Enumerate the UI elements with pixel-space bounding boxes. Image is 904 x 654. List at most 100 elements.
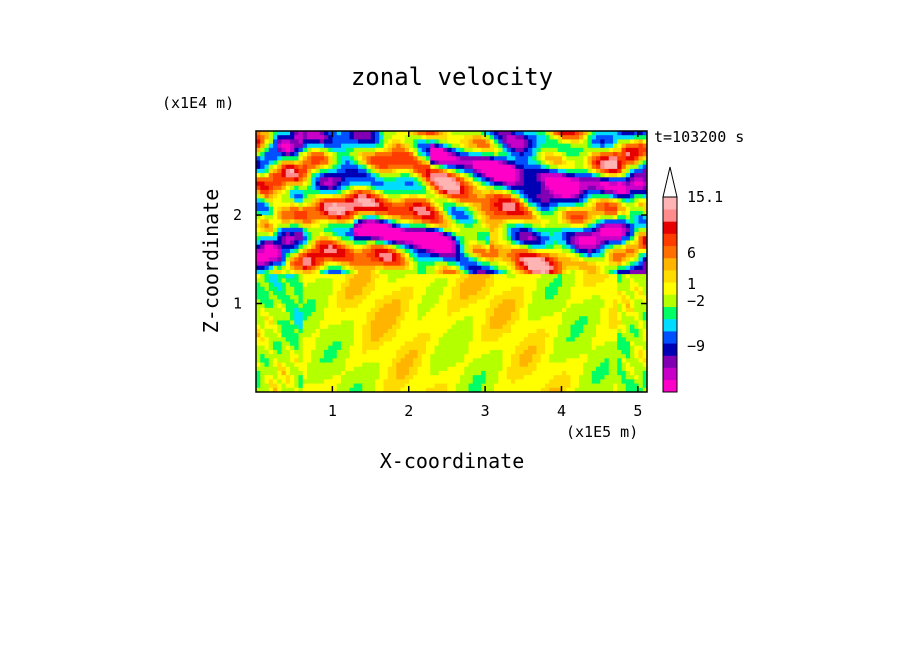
field-cell (642, 227, 647, 233)
field-cell (256, 274, 261, 279)
field-cell (566, 278, 571, 283)
field-cell (417, 223, 423, 229)
field-cell (532, 265, 537, 271)
field-cell (264, 337, 270, 342)
field-cell (256, 265, 261, 271)
field-cell (638, 156, 644, 161)
field-cell (434, 135, 440, 140)
field-cell (345, 143, 350, 149)
field-cell (540, 240, 546, 246)
field-cell (528, 257, 533, 262)
field-cell (523, 181, 529, 187)
field-cell (417, 324, 423, 330)
field-cell (477, 143, 482, 149)
field-cell (562, 282, 567, 288)
field-cell (290, 341, 295, 347)
field-cell (515, 282, 520, 288)
field-cell (532, 147, 537, 153)
field-cell (421, 206, 427, 212)
field-cell (421, 152, 427, 157)
field-cell (566, 354, 571, 359)
field-cell (392, 177, 397, 182)
field-cell (562, 354, 567, 359)
field-cell (600, 312, 605, 317)
field-cell (519, 337, 525, 342)
field-cell (625, 312, 631, 317)
field-cell (426, 236, 431, 241)
field-cell (421, 185, 427, 191)
field-cell (358, 202, 363, 208)
field-cell (562, 198, 567, 203)
field-cell (625, 248, 631, 254)
field-cell (307, 135, 312, 140)
field-cell (341, 210, 346, 216)
field-cell (638, 257, 644, 262)
field-cell (515, 316, 520, 321)
field-cell (608, 349, 614, 355)
field-cell (400, 261, 406, 267)
field-cell (608, 324, 614, 330)
field-cell (566, 345, 571, 351)
field-cell (281, 253, 287, 258)
field-cell (409, 202, 414, 208)
field-cell (591, 202, 597, 208)
field-cell (400, 337, 406, 342)
field-cell (332, 269, 338, 275)
field-cell (502, 160, 508, 166)
field-cell (532, 206, 537, 212)
field-cell (328, 269, 333, 275)
field-cell (447, 290, 452, 296)
field-cell (332, 265, 338, 271)
field-cell (277, 295, 282, 300)
field-cell (430, 286, 435, 292)
field-cell (281, 131, 287, 136)
field-cell (400, 328, 406, 334)
field-cell (468, 282, 474, 288)
field-cell (358, 194, 363, 199)
field-cell (583, 189, 588, 195)
field-cell (328, 131, 333, 136)
field-cell (328, 244, 333, 250)
field-cell (591, 316, 597, 321)
field-cell (426, 194, 431, 199)
field-cell (307, 265, 312, 271)
field-cell (256, 278, 261, 283)
field-cell (515, 253, 520, 258)
field-cell (370, 219, 376, 225)
field-cell (536, 227, 542, 233)
field-cell (302, 139, 308, 145)
field-cell (545, 282, 550, 288)
field-cell (349, 185, 355, 191)
field-cell (634, 333, 639, 338)
field-cell (273, 290, 278, 296)
field-cell (549, 185, 554, 191)
field-cell (400, 227, 406, 233)
field-cell (511, 282, 516, 288)
field-cell (477, 168, 482, 174)
field-cell (421, 232, 427, 237)
field-cell (256, 156, 261, 161)
field-cell (417, 299, 423, 304)
field-cell (591, 286, 597, 292)
field-cell (472, 168, 478, 174)
field-cell (557, 333, 563, 338)
field-cell (596, 236, 601, 241)
field-cell (290, 244, 295, 250)
field-cell (404, 337, 410, 342)
field-cell (426, 139, 431, 145)
field-cell (549, 354, 554, 359)
field-cell (387, 282, 393, 288)
field-cell (481, 152, 486, 157)
field-cell (277, 223, 282, 229)
field-cell (328, 198, 333, 203)
field-cell (349, 181, 355, 187)
field-cell (523, 345, 529, 351)
field-cell (349, 198, 355, 203)
field-cell (273, 215, 278, 220)
field-cell (451, 206, 457, 212)
field-cell (557, 316, 563, 321)
field-cell (430, 215, 435, 220)
field-cell (587, 316, 593, 321)
field-cell (268, 189, 274, 195)
